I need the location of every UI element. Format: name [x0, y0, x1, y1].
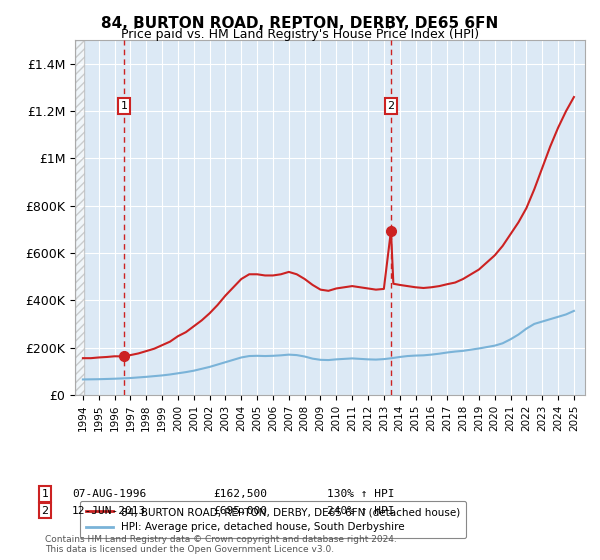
Text: 07-AUG-1996: 07-AUG-1996: [72, 489, 146, 499]
Text: 84, BURTON ROAD, REPTON, DERBY, DE65 6FN: 84, BURTON ROAD, REPTON, DERBY, DE65 6FN: [101, 16, 499, 31]
Text: £162,500: £162,500: [213, 489, 267, 499]
Text: 130% ↑ HPI: 130% ↑ HPI: [327, 489, 395, 499]
Text: 240% ↑ HPI: 240% ↑ HPI: [327, 506, 395, 516]
Text: 2: 2: [41, 506, 49, 516]
Text: Contains HM Land Registry data © Crown copyright and database right 2024.
This d: Contains HM Land Registry data © Crown c…: [45, 535, 397, 554]
Legend: 84, BURTON ROAD, REPTON, DERBY, DE65 6FN (detached house), HPI: Average price, d: 84, BURTON ROAD, REPTON, DERBY, DE65 6FN…: [80, 501, 466, 539]
Bar: [75, 40, 84, 395]
Text: Price paid vs. HM Land Registry's House Price Index (HPI): Price paid vs. HM Land Registry's House …: [121, 28, 479, 41]
Text: 1: 1: [121, 101, 128, 111]
Text: £695,000: £695,000: [213, 506, 267, 516]
Text: 12-JUN-2013: 12-JUN-2013: [72, 506, 146, 516]
Text: 2: 2: [388, 101, 395, 111]
Text: 1: 1: [41, 489, 49, 499]
